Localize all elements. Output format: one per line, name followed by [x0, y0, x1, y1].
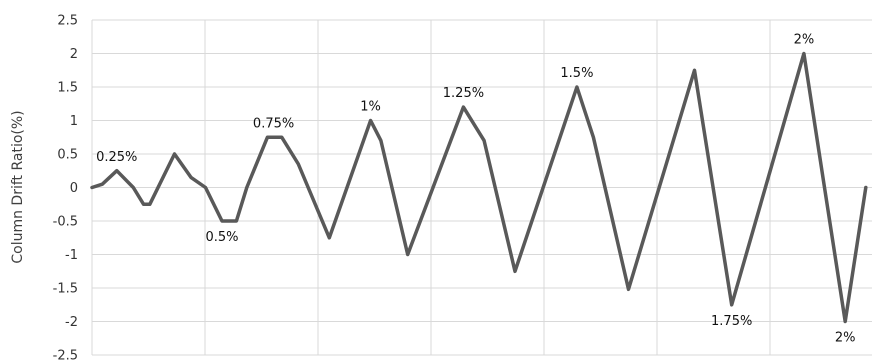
- annotations: 0.25% 0.5% 0.75% 1% 1.25% 1.5% 1.75% 2% 2%: [96, 33, 855, 346]
- y-tick-label: 1.5: [57, 81, 78, 96]
- peak-annotation: 1.5%: [560, 66, 593, 81]
- y-tick-label: 1: [70, 114, 78, 129]
- peak-annotation: 1%: [360, 100, 381, 115]
- peak-annotation: 0.25%: [96, 150, 137, 165]
- peak-annotation: 2%: [794, 33, 815, 48]
- peak-annotation: 2%: [835, 331, 856, 346]
- y-tick-label: -2.5: [53, 349, 78, 363]
- series-layer: [90, 51, 868, 324]
- y-tick-label: 2.5: [57, 14, 78, 29]
- y-axis-label: Column Drift Ratio(%): [10, 110, 26, 263]
- y-tick-label: 0.5: [57, 148, 78, 163]
- peak-annotation: 0.5%: [205, 230, 238, 245]
- y-tick-label: -0.5: [53, 215, 78, 230]
- y-tick-label: 0: [70, 181, 78, 196]
- y-tick-label: -2: [65, 315, 78, 330]
- peak-annotation: 0.75%: [253, 116, 294, 131]
- y-tick-label: -1.5: [53, 282, 78, 297]
- y-tick-labels: 2.5 2 1.5 1 0.5 0 -0.5 -1 -1.5 -2 -2.5: [53, 14, 78, 363]
- peak-annotation: 1.25%: [443, 86, 484, 101]
- y-tick-label: 2: [70, 47, 78, 62]
- peak-annotation: 1.75%: [711, 314, 752, 329]
- y-tick-label: -1: [65, 248, 78, 263]
- grid: [91, 19, 872, 356]
- series-line: [90, 51, 868, 324]
